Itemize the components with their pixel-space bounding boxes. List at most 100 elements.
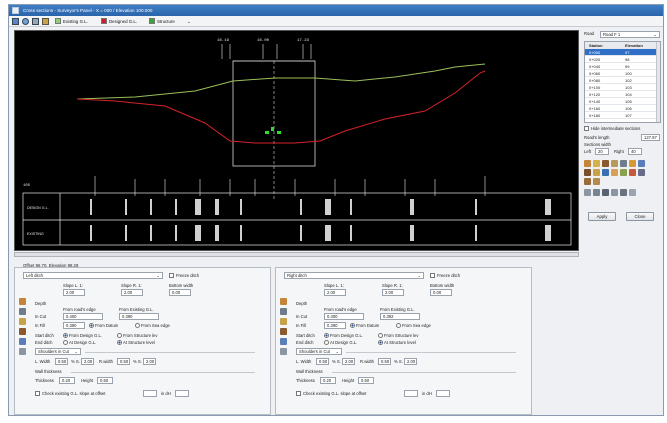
tool-icon[interactable]	[280, 328, 287, 335]
refresh-icon[interactable]	[22, 18, 29, 25]
tool-icon[interactable]	[584, 169, 591, 176]
tool-icon[interactable]	[611, 189, 618, 196]
table-row[interactable]: 0+140 105	[585, 98, 659, 105]
dh-field[interactable]	[175, 390, 189, 397]
l-width-field[interactable]: 0.50	[55, 358, 68, 365]
in-cut-road-field[interactable]: 0.400	[324, 313, 364, 320]
end-at-design-radio[interactable]: At Design G.L.	[63, 339, 96, 346]
table-row[interactable]: 0+000 97	[585, 49, 659, 56]
from-datum-radio[interactable]: From Datum	[89, 322, 118, 329]
right-ditch-select[interactable]: Right ditch ⌄	[284, 272, 424, 279]
table-row[interactable]: 0+180 107	[585, 112, 659, 119]
start-from-structure-radio[interactable]: From Structure lev	[117, 332, 157, 339]
shoulders-select[interactable]: Shoulders in Cut ⌄	[35, 348, 81, 355]
tool-icon[interactable]	[629, 189, 636, 196]
check-slope-checkbox[interactable]: Check existing G.L. slope at offset	[35, 390, 105, 397]
check-slope-checkbox[interactable]: Check existing G.L. slope at offset	[296, 390, 366, 397]
table-row[interactable]: 0+080 102	[585, 77, 659, 84]
r-width-field[interactable]: 0.50	[378, 358, 391, 365]
slope-l-field[interactable]: 2.00	[324, 289, 346, 296]
toolbar-dropdown-icon[interactable]: ⌄	[187, 19, 191, 24]
r-width-field[interactable]: 0.50	[117, 358, 130, 365]
tool-icon[interactable]	[280, 308, 287, 315]
freeze-ditch-checkbox[interactable]: Freeze ditch	[169, 272, 199, 279]
edit-icon[interactable]	[629, 160, 636, 167]
cross-section-view[interactable]: 16.19 16.00 17.23	[14, 30, 579, 251]
tool-icon[interactable]	[593, 178, 600, 185]
tool-icon[interactable]	[611, 169, 618, 176]
road-length-field[interactable]: 127.97	[641, 134, 660, 141]
apply-button[interactable]: Apply	[588, 212, 616, 221]
start-from-structure-radio[interactable]: From Structure lev	[378, 332, 418, 339]
from-sea-radio[interactable]: From Sea edge	[135, 322, 170, 329]
bottom-width-field[interactable]: 0.00	[169, 289, 191, 296]
tool-icon[interactable]	[620, 169, 627, 176]
toggle-existing[interactable]: Existing G.L.	[55, 18, 88, 25]
tool-icon[interactable]	[19, 318, 26, 325]
settings-icon[interactable]	[32, 18, 39, 25]
tool-icon[interactable]	[19, 348, 26, 355]
zoom-icon[interactable]	[42, 18, 49, 25]
r-slope-field[interactable]: 2.00	[404, 358, 417, 365]
thickness-field[interactable]: 0.20	[320, 377, 336, 384]
end-at-structure-radio[interactable]: At Structure level	[378, 339, 416, 346]
tool-icon[interactable]	[602, 169, 609, 176]
height-field[interactable]: 0.50	[358, 377, 374, 384]
dh-field[interactable]	[436, 390, 450, 397]
toggle-structure[interactable]: Structure	[149, 18, 175, 25]
measure-icon[interactable]	[593, 160, 600, 167]
l-slope-field[interactable]: 2.00	[342, 358, 355, 365]
start-from-design-radio[interactable]: From Design G.L.	[63, 332, 102, 339]
freeze-ditch-checkbox[interactable]: Freeze ditch	[430, 272, 460, 279]
layers-icon[interactable]	[602, 160, 609, 167]
bottom-width-field[interactable]: 0.00	[430, 289, 452, 296]
tool-icon[interactable]	[602, 189, 609, 196]
height-field[interactable]: 0.50	[97, 377, 113, 384]
in-cut-existing-field[interactable]: 0.392	[380, 313, 420, 320]
table-row[interactable]: 0+160 106	[585, 105, 659, 112]
slope-r-field[interactable]: 2.00	[121, 289, 143, 296]
tool-icon[interactable]	[584, 189, 591, 196]
road-select[interactable]: Road F 1 ⌄	[600, 31, 660, 38]
slope-l-field[interactable]: 2.00	[63, 289, 85, 296]
horizontal-scrollbar[interactable]	[14, 252, 579, 257]
from-sea-radio[interactable]: From Sea edge	[396, 322, 431, 329]
pencil-icon[interactable]	[19, 298, 26, 305]
tool-icon[interactable]	[629, 169, 636, 176]
tool-icon[interactable]	[280, 338, 287, 345]
slope-r-field[interactable]: 2.00	[382, 289, 404, 296]
end-at-structure-radio[interactable]: At Structure level	[117, 339, 155, 346]
tool-icon[interactable]	[593, 189, 600, 196]
r-slope-field[interactable]: 2.00	[143, 358, 156, 365]
save-icon[interactable]	[12, 18, 19, 25]
tool-icon[interactable]	[19, 338, 26, 345]
table-row[interactable]: 0+100 103	[585, 84, 659, 91]
right-width-field[interactable]: 40	[628, 148, 642, 155]
table-row[interactable]: 0+120 104	[585, 91, 659, 98]
close-button[interactable]: Close	[626, 212, 654, 221]
tool-icon[interactable]	[638, 169, 645, 176]
start-from-design-radio[interactable]: From Design G.L.	[324, 332, 363, 339]
copy-icon[interactable]	[638, 160, 645, 167]
cut-icon[interactable]	[620, 160, 627, 167]
pencil-icon[interactable]	[584, 160, 591, 167]
from-datum-radio[interactable]: From Datum	[350, 322, 379, 329]
tool-icon[interactable]	[584, 178, 591, 185]
toggle-designed[interactable]: Designed G.L.	[101, 18, 137, 25]
end-at-design-radio[interactable]: At Design G.L.	[324, 339, 357, 346]
tool-icon[interactable]	[620, 189, 627, 196]
left-ditch-select[interactable]: Left ditch ⌄	[23, 272, 163, 279]
tool-icon[interactable]	[280, 348, 287, 355]
l-slope-field[interactable]: 2.00	[81, 358, 94, 365]
tool-icon[interactable]	[19, 328, 26, 335]
check-offset-field[interactable]	[143, 390, 157, 397]
thickness-field[interactable]: 0.20	[59, 377, 75, 384]
in-fill-field[interactable]: 0.390	[63, 322, 85, 329]
tool-icon[interactable]	[593, 169, 600, 176]
table-row[interactable]: 0+020 98	[585, 56, 659, 63]
hide-sections-checkbox[interactable]: Hide intermediate sections	[584, 125, 640, 132]
tool-icon[interactable]	[19, 308, 26, 315]
table-scrollbar[interactable]	[656, 42, 660, 122]
tool-icon[interactable]	[280, 318, 287, 325]
check-offset-field[interactable]	[404, 390, 418, 397]
